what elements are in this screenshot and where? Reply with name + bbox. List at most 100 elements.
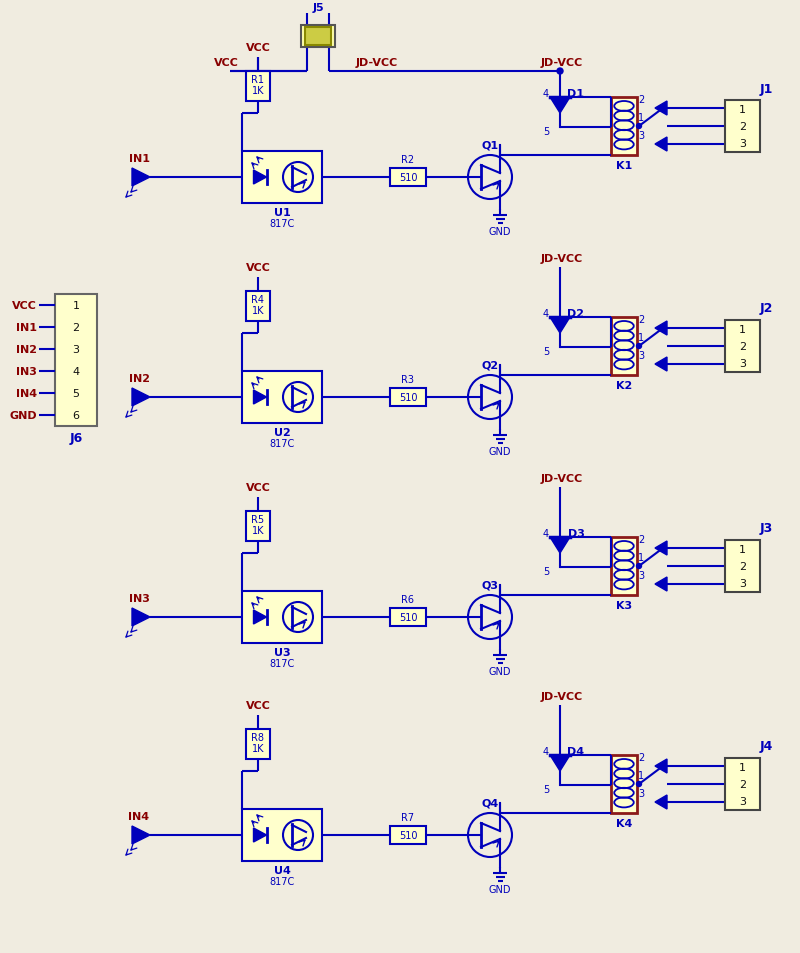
Polygon shape <box>655 760 667 773</box>
Text: GND: GND <box>489 666 511 677</box>
Bar <box>390 608 426 626</box>
Text: J2: J2 <box>759 302 773 315</box>
Bar <box>242 592 322 643</box>
Polygon shape <box>254 828 266 842</box>
Text: 3: 3 <box>638 788 644 799</box>
Bar <box>305 28 331 46</box>
Bar <box>242 809 322 862</box>
Polygon shape <box>254 610 266 624</box>
Text: 4: 4 <box>543 309 549 318</box>
Text: IN3: IN3 <box>129 594 150 603</box>
Bar <box>611 537 637 596</box>
Polygon shape <box>254 391 266 405</box>
Text: U2: U2 <box>274 428 290 437</box>
Text: 5: 5 <box>543 566 549 577</box>
Text: R7: R7 <box>402 812 414 822</box>
Text: D3: D3 <box>567 529 585 538</box>
Polygon shape <box>655 102 667 116</box>
Text: K1: K1 <box>616 161 632 171</box>
Text: 1K: 1K <box>252 525 264 536</box>
Text: 4: 4 <box>543 746 549 757</box>
Text: 510: 510 <box>398 830 418 841</box>
Bar <box>246 512 270 541</box>
Text: 510: 510 <box>398 613 418 622</box>
Text: Q1: Q1 <box>482 141 498 151</box>
Text: GND: GND <box>10 411 37 420</box>
Text: GND: GND <box>489 447 511 456</box>
Text: JD-VCC: JD-VCC <box>541 691 583 701</box>
Text: R5: R5 <box>251 515 265 524</box>
Text: 1: 1 <box>739 105 746 114</box>
Bar <box>55 294 97 427</box>
Text: 817C: 817C <box>270 438 294 449</box>
Text: U1: U1 <box>274 208 290 218</box>
Text: U4: U4 <box>274 865 290 875</box>
Text: 5: 5 <box>543 127 549 137</box>
Text: 3: 3 <box>638 571 644 580</box>
Text: U3: U3 <box>274 647 290 658</box>
Text: IN3: IN3 <box>16 367 37 376</box>
Text: VCC: VCC <box>12 301 37 311</box>
Text: 3: 3 <box>638 351 644 360</box>
Text: R8: R8 <box>251 732 265 742</box>
Text: 817C: 817C <box>270 876 294 886</box>
Text: 2: 2 <box>638 95 644 105</box>
Text: VCC: VCC <box>214 58 238 68</box>
Text: J5: J5 <box>312 3 324 13</box>
Text: 2: 2 <box>638 535 644 544</box>
Text: 1: 1 <box>638 770 644 781</box>
Text: 1K: 1K <box>252 306 264 315</box>
Polygon shape <box>550 317 570 334</box>
Circle shape <box>557 69 563 75</box>
Text: IN4: IN4 <box>129 811 150 821</box>
Polygon shape <box>655 138 667 152</box>
Bar <box>246 729 270 760</box>
Circle shape <box>637 781 642 786</box>
Text: K3: K3 <box>616 600 632 610</box>
Text: R1: R1 <box>251 75 265 85</box>
Text: 2: 2 <box>638 752 644 762</box>
Polygon shape <box>655 541 667 556</box>
Polygon shape <box>254 171 266 185</box>
Text: J6: J6 <box>70 432 82 445</box>
Text: 5: 5 <box>543 347 549 356</box>
Bar <box>246 292 270 322</box>
Text: S1: S1 <box>312 32 324 42</box>
Polygon shape <box>550 755 570 771</box>
Circle shape <box>637 564 642 569</box>
Text: J1: J1 <box>759 82 773 95</box>
Text: IN2: IN2 <box>129 374 150 384</box>
Text: 817C: 817C <box>270 219 294 229</box>
Bar <box>242 372 322 423</box>
Text: 3: 3 <box>73 345 79 355</box>
Text: Q4: Q4 <box>482 799 498 808</box>
Text: 1: 1 <box>739 324 746 335</box>
Bar <box>390 826 426 844</box>
Text: JD-VCC: JD-VCC <box>541 253 583 264</box>
Circle shape <box>637 125 642 130</box>
Polygon shape <box>132 608 150 626</box>
Bar <box>390 169 426 187</box>
Bar <box>725 101 760 152</box>
Text: 2: 2 <box>739 341 746 352</box>
Text: IN1: IN1 <box>129 153 150 164</box>
Text: 4: 4 <box>543 529 549 538</box>
Polygon shape <box>550 537 570 554</box>
Text: VCC: VCC <box>246 263 270 273</box>
Text: D2: D2 <box>567 309 585 318</box>
Polygon shape <box>655 578 667 592</box>
Polygon shape <box>655 322 667 335</box>
Text: K4: K4 <box>616 818 632 828</box>
Text: 1K: 1K <box>252 743 264 753</box>
Text: IN1: IN1 <box>16 323 37 333</box>
Text: GND: GND <box>489 884 511 894</box>
Bar <box>725 320 760 373</box>
Text: R3: R3 <box>402 375 414 385</box>
Text: J3: J3 <box>759 522 773 535</box>
Text: 6: 6 <box>73 411 79 420</box>
Text: 5: 5 <box>543 784 549 794</box>
Text: Q2: Q2 <box>482 360 498 371</box>
Text: 1K: 1K <box>252 86 264 96</box>
Text: 2: 2 <box>638 314 644 325</box>
Text: 1: 1 <box>638 333 644 343</box>
